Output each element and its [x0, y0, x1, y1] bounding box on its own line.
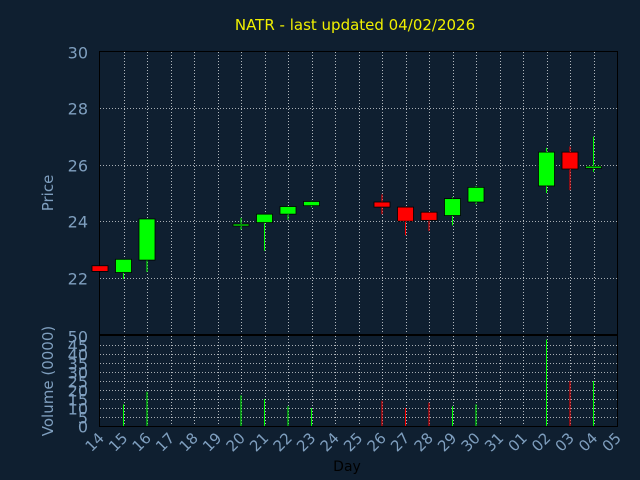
volume-tick-label: 10: [68, 400, 88, 419]
candle-02: [538, 147, 555, 193]
volume-tick-label: 5: [78, 409, 88, 428]
candle-22: [279, 205, 297, 220]
volume-tick-label: 15: [68, 391, 88, 410]
candle-body: [467, 186, 485, 203]
volume-tick-label: 30: [68, 364, 88, 383]
candle-03: [561, 146, 579, 191]
candle-body: [538, 151, 555, 187]
candle-16: [138, 218, 156, 272]
candle-body: [444, 198, 461, 216]
candle-body: [303, 201, 320, 207]
candle-15: [115, 258, 132, 280]
candle-20: [232, 217, 250, 230]
price-tick-label: 28: [68, 100, 88, 119]
price-plot-frame: [99, 51, 618, 335]
candle-body: [420, 211, 438, 221]
candle-14: [91, 265, 109, 272]
price-y-ticks: 22 24 26 28 30: [68, 44, 88, 289]
candle-body: [232, 223, 250, 227]
volume-axis-label: Volume (0000): [39, 326, 57, 436]
candle-21: [256, 213, 273, 251]
price-axis-label: Price: [39, 175, 57, 212]
candle-body: [279, 206, 297, 215]
volume-tick-label: 45: [68, 337, 88, 356]
price-tick-label: 24: [68, 213, 88, 232]
candle-body: [115, 258, 132, 273]
candles: [91, 136, 602, 280]
candle-body: [256, 213, 273, 224]
volume-tick-label: 0: [78, 418, 88, 437]
x-axis-label: Day: [333, 459, 361, 475]
candle-27: [397, 206, 414, 236]
candle-29: [444, 197, 461, 226]
candle-04: [585, 136, 602, 172]
volume-bars: [123, 339, 594, 426]
volume-tick-label: 50: [68, 328, 88, 347]
candle-26: [373, 194, 391, 215]
candle-body: [561, 151, 579, 170]
candle-body: [138, 218, 156, 261]
x-ticks: 1415161718192021222324252627282930310102…: [82, 429, 625, 455]
price-panel: 22 24 26 28 30: [68, 44, 618, 335]
candle-body: [91, 265, 109, 272]
volume-plot-frame: [99, 335, 618, 427]
price-tick-label: 30: [68, 44, 88, 63]
candle-body: [585, 165, 602, 169]
candle-28: [420, 211, 438, 232]
candle-body: [397, 206, 414, 222]
price-tick-label: 26: [68, 157, 88, 176]
price-grid: [100, 52, 617, 334]
volume-tick-label: 40: [68, 346, 88, 365]
volume-tick-label: 35: [68, 355, 88, 374]
volume-tick-label: 25: [68, 373, 88, 392]
volume-tick-label: 20: [68, 382, 88, 401]
candle-23: [303, 200, 320, 208]
chart-title: NATR - last updated 04/02/2026: [235, 16, 475, 34]
candle-30: [467, 185, 485, 205]
price-tick-label: 22: [68, 270, 88, 289]
candle-body: [373, 201, 391, 208]
